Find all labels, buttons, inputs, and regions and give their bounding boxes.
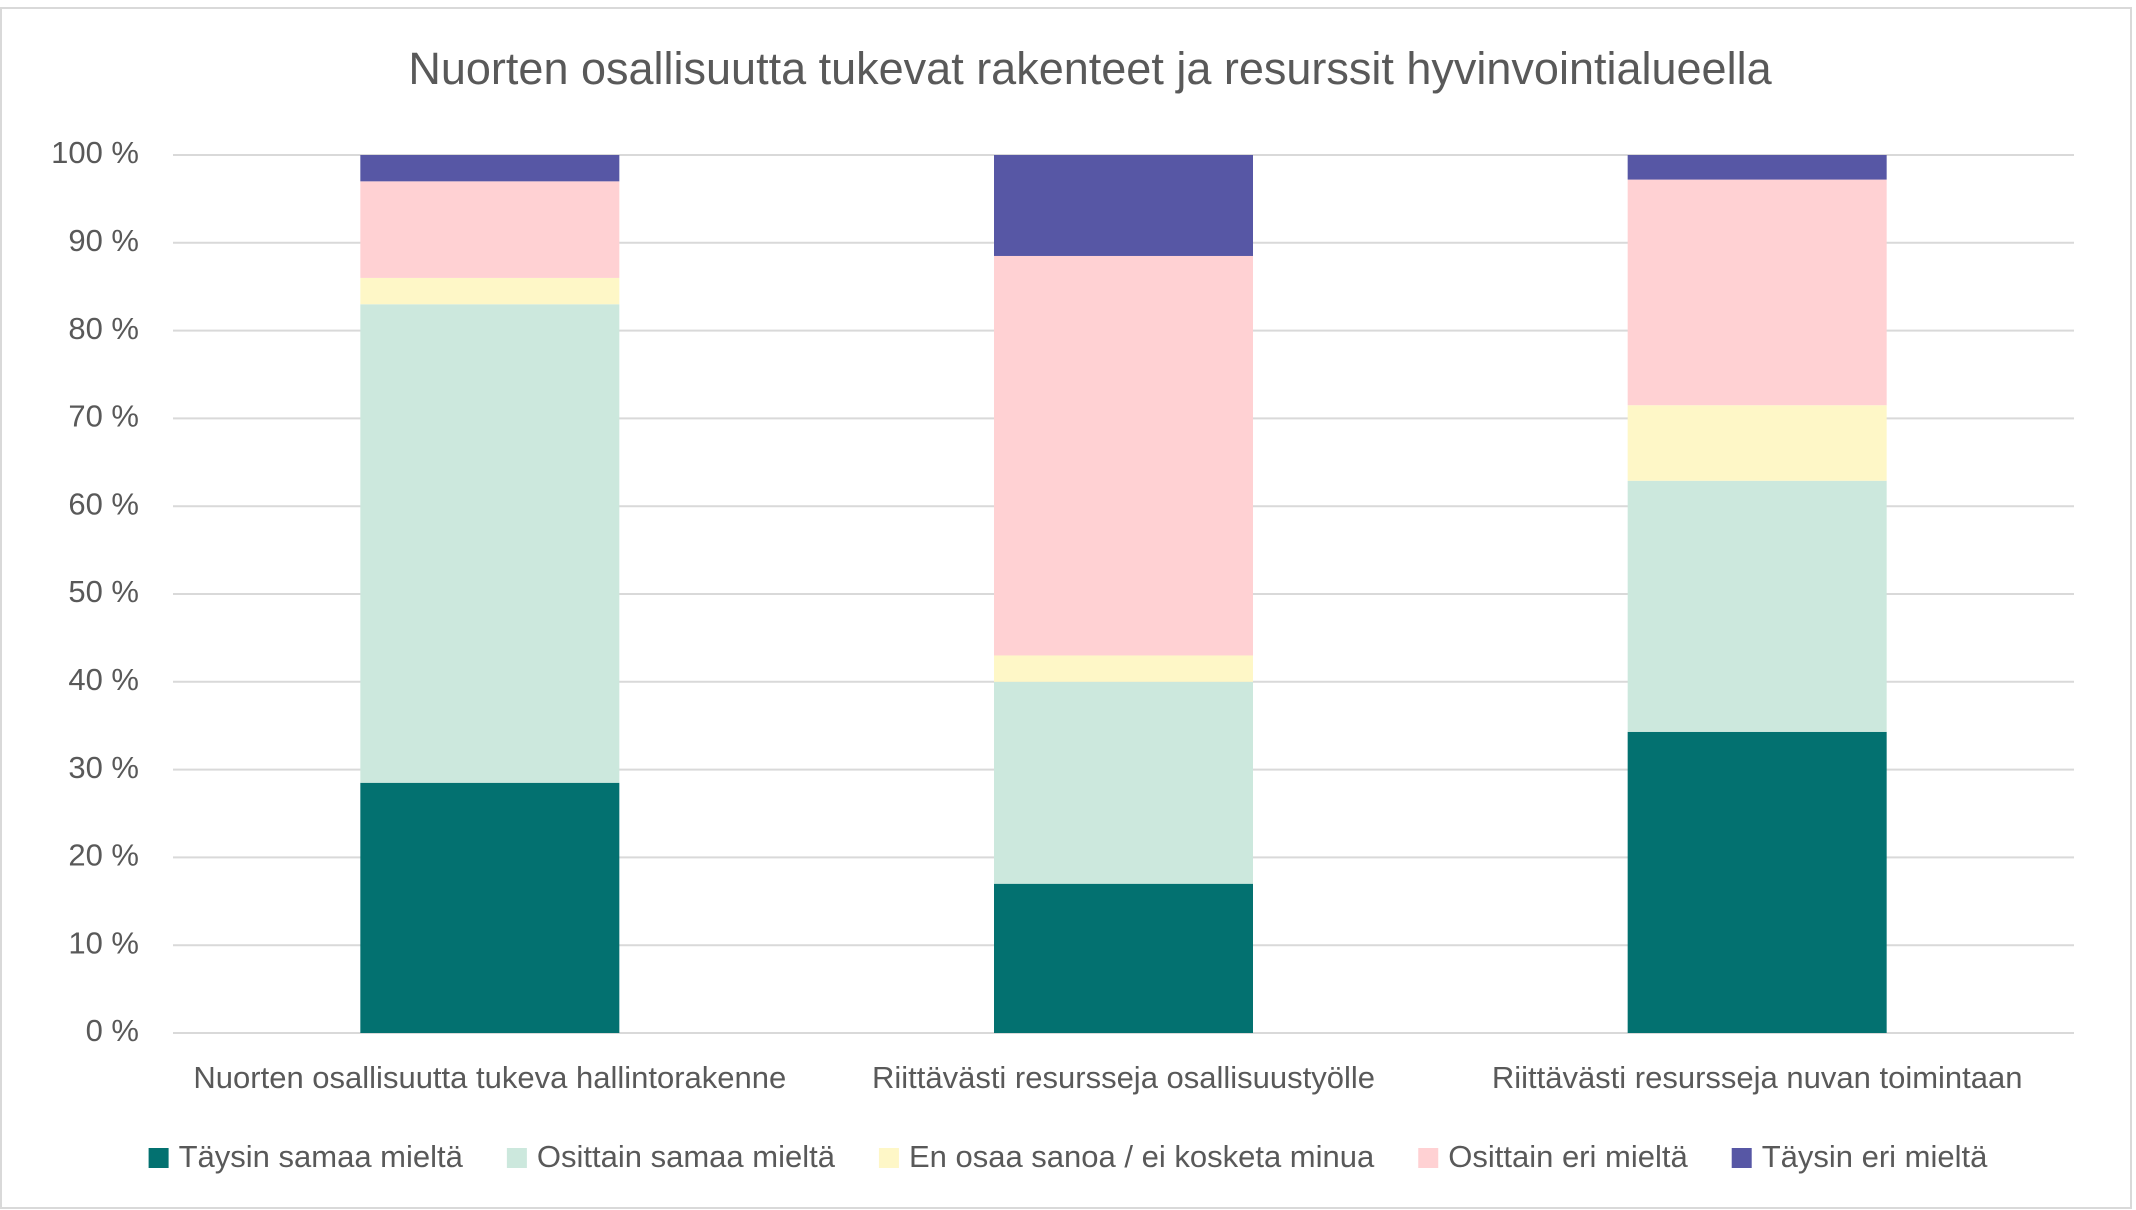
bar-segment	[994, 255, 1253, 656]
y-tick-label: 70 %	[68, 399, 139, 434]
bar-segment	[1627, 731, 1887, 1033]
x-tick-label: Riittävästi resursseja osallisuustyölle	[872, 1060, 1375, 1095]
y-tick-label: 10 %	[68, 925, 139, 960]
y-tick-label: 100 %	[51, 135, 139, 170]
y-tick-label: 40 %	[68, 662, 139, 697]
legend-swatch	[1731, 1148, 1752, 1168]
legend-label: Täysin samaa mieltä	[179, 1139, 464, 1174]
legend-label: Täysin eri mieltä	[1762, 1139, 1988, 1174]
bar-segment	[360, 277, 620, 305]
legend-label: Osittain eri mieltä	[1448, 1139, 1688, 1174]
y-tick-label: 30 %	[68, 750, 139, 785]
bar-segment	[1627, 405, 1887, 481]
y-tick-label: 20 %	[68, 838, 139, 873]
bar-segment	[1627, 179, 1887, 406]
legend-swatch	[1418, 1148, 1439, 1168]
bar-segment	[360, 155, 620, 182]
bar-segment	[360, 782, 620, 1033]
y-tick-label: 80 %	[68, 311, 139, 346]
bar-segment	[994, 681, 1253, 884]
legend-swatch	[148, 1148, 169, 1168]
legend-swatch	[506, 1148, 527, 1168]
bar-segment	[994, 655, 1253, 682]
legend-swatch	[878, 1148, 899, 1168]
y-tick-label: 60 %	[68, 486, 139, 521]
legend-label: Osittain samaa mieltä	[537, 1139, 836, 1174]
y-tick-label: 0 %	[86, 1013, 139, 1048]
y-tick-label: 90 %	[68, 223, 139, 258]
bar-segment	[360, 304, 620, 783]
chart-title: Nuorten osallisuutta tukevat rakenteet j…	[408, 43, 1772, 94]
bar-segment	[994, 883, 1253, 1033]
bar-segment	[1627, 480, 1887, 732]
bar-segment	[994, 155, 1253, 256]
legend-label: En osaa sanoa / ei kosketa minua	[909, 1139, 1375, 1174]
x-tick-label: Nuorten osallisuutta tukeva hallintorake…	[193, 1060, 786, 1095]
y-tick-label: 50 %	[68, 574, 139, 609]
x-tick-label: Riittävästi resursseja nuvan toimintaan	[1492, 1060, 2023, 1095]
bar-segment	[1627, 155, 1887, 180]
bar-segment	[360, 181, 620, 278]
